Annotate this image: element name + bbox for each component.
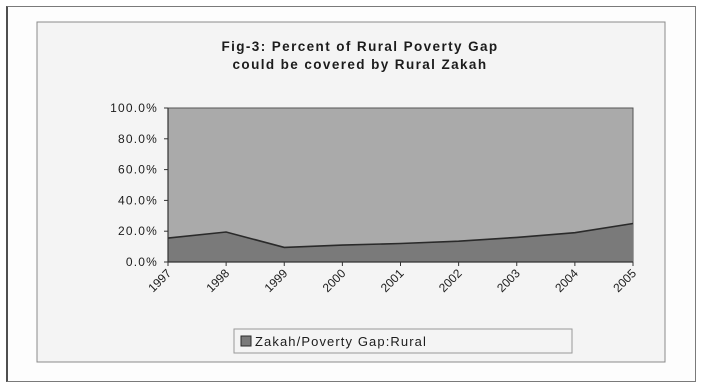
chart-subtitle: could be covered by Rural Zakah: [233, 57, 488, 72]
y-tick-label: 40.0%: [118, 193, 158, 207]
legend-swatch: [240, 335, 252, 347]
series-area-zakah-poverty-gap-rural: [168, 223, 633, 262]
chart-title: Fig-3: Percent of Rural Poverty Gap: [221, 39, 498, 54]
legend-label: Zakah/Poverty Gap:Rural: [255, 334, 427, 349]
y-axis-ticks: 100.0% 80.0% 60.0% 40.0% 20.0% 0.0%: [110, 101, 168, 269]
y-tick-label: 20.0%: [118, 224, 158, 238]
y-tick-label: 0.0%: [126, 255, 158, 269]
legend-box: [233, 328, 573, 354]
y-tick-label: 80.0%: [118, 132, 158, 146]
y-tick-label: 100.0%: [110, 101, 158, 115]
y-tick-label: 60.0%: [118, 163, 158, 177]
series-line-zakah-poverty-gap-rural: [167, 222, 634, 249]
